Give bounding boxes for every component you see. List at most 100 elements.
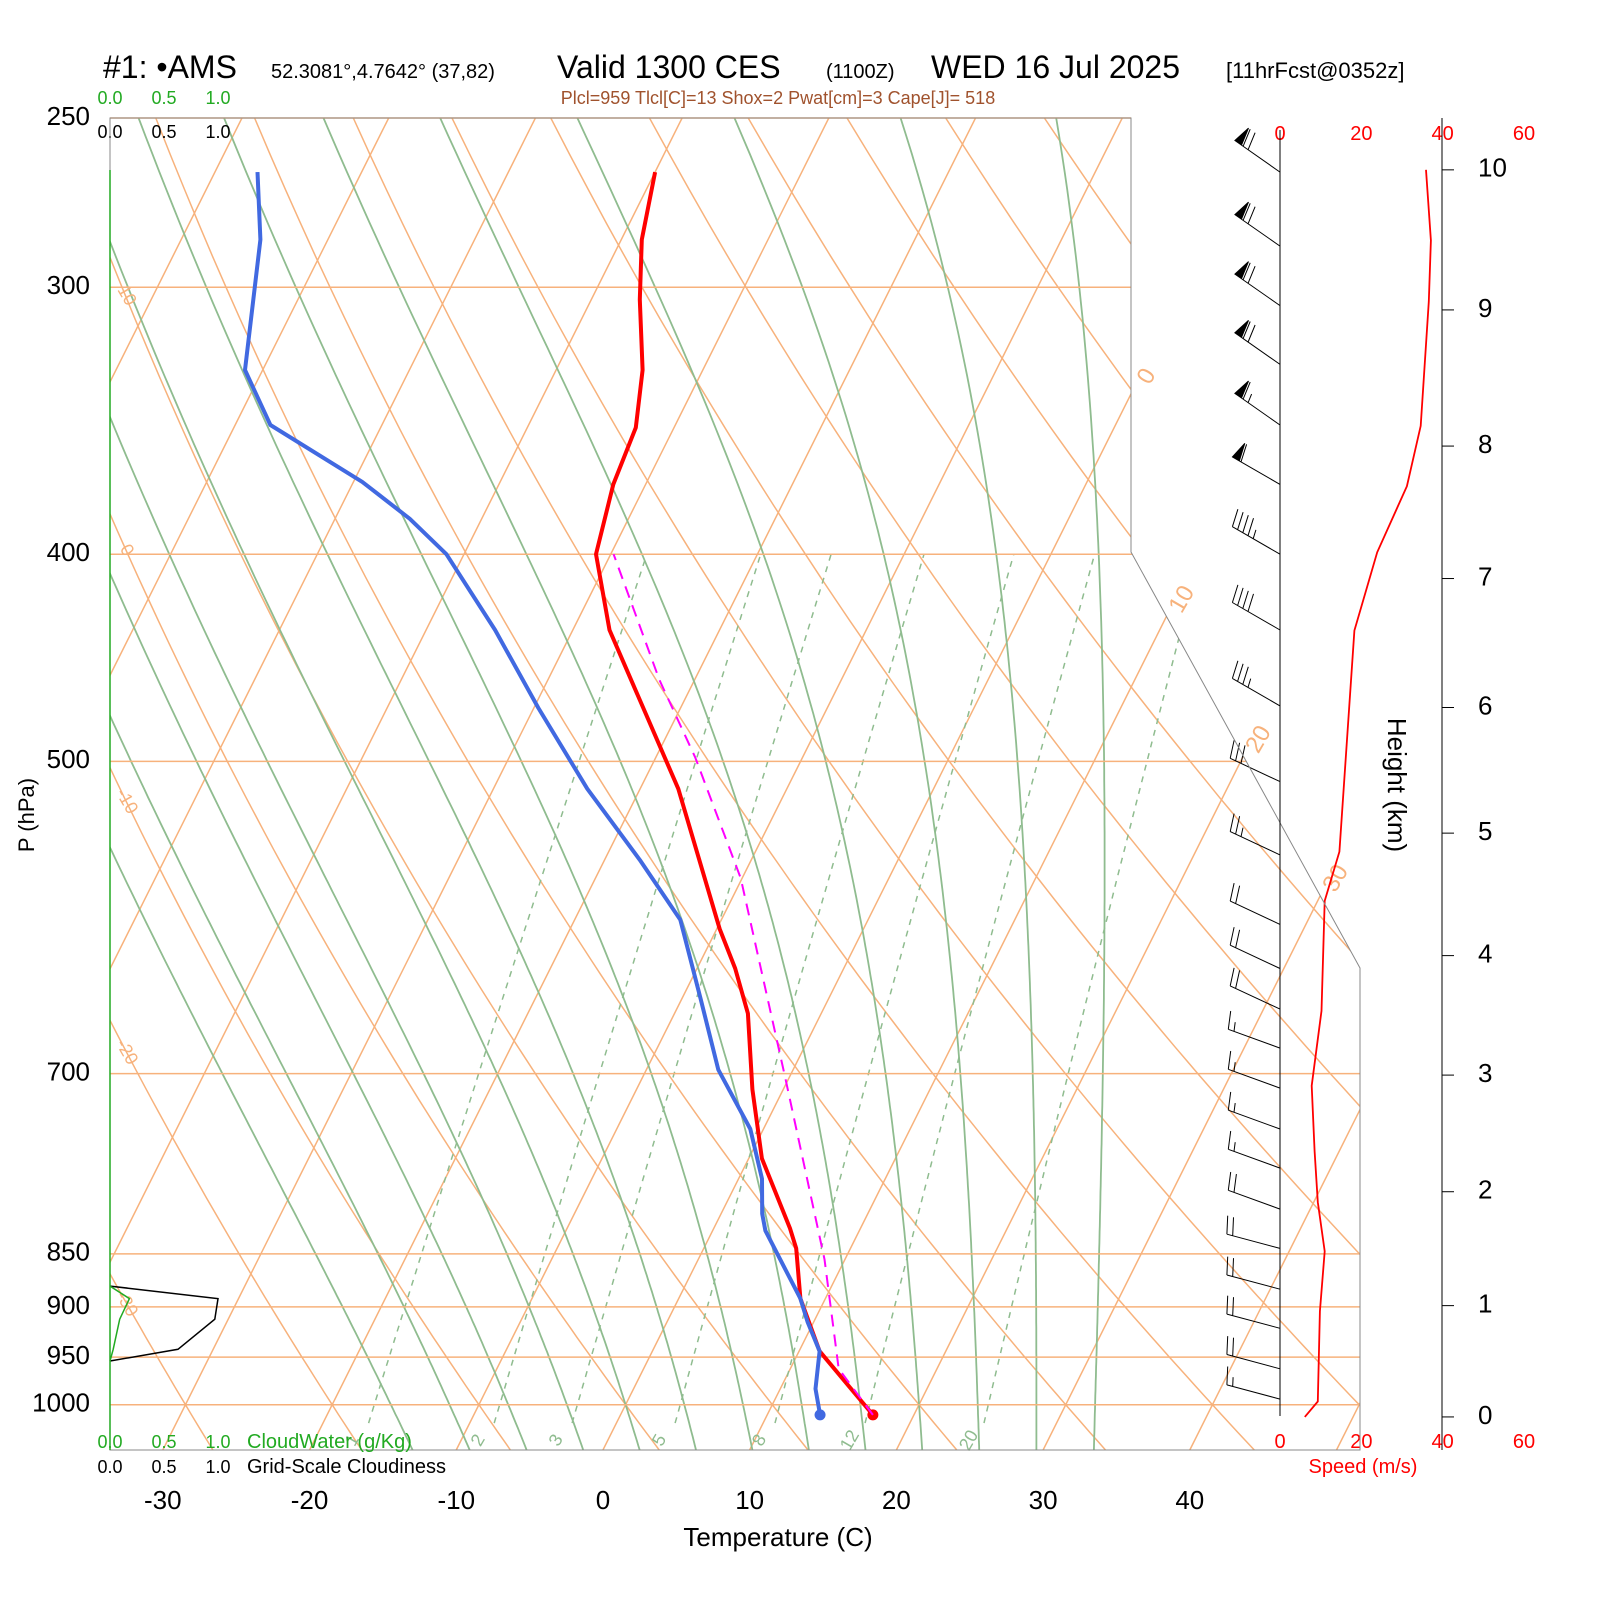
cloud-water-tick: 0.5 [151,88,176,108]
x-axis-label: Temperature (C) [683,1522,872,1552]
cloud-water-tick: 1.0 [205,88,230,108]
y-tick-label: 700 [47,1057,90,1087]
dry-adiabat [110,118,363,1450]
moist-adiabat [322,118,810,1450]
y-tick-label: 850 [47,1237,90,1267]
y-tick-label: 400 [47,537,90,567]
wind-barb [1234,201,1281,247]
title-forecast: [11hrFcst@0352z] [1226,58,1404,83]
height-tick-label: 2 [1478,1175,1492,1205]
height-tick-label: 4 [1478,938,1492,968]
wind-barb [1231,509,1281,555]
isotherm [162,118,830,1450]
wind-barb [1226,1295,1281,1329]
isotherm [110,118,243,1450]
height-axis-label: Height (km) [1382,718,1412,852]
dry-adiabat [110,118,512,1450]
wind-barb [1227,1050,1281,1089]
height-tick-label: 9 [1478,293,1492,323]
x-tick-label: 10 [735,1485,764,1515]
x-tick-label: 30 [1029,1485,1058,1515]
speed-profile [1304,169,1432,1418]
wind-barb [1226,1215,1281,1249]
mixing-ratio-line [674,553,925,1424]
cloud-cover-tick: 1.0 [205,122,230,142]
isotherm [1042,118,1360,1450]
wind-barb [1227,1130,1281,1169]
wind-barb [1234,127,1281,173]
dry-adiabat [550,118,1360,1450]
mixing-ratio-line [864,554,1096,1424]
x-tick-label: -20 [291,1485,329,1515]
title-utc: (1100Z) [826,61,895,83]
speed-tick-label: 0 [1274,1431,1285,1453]
moist-adiabat [137,118,697,1450]
dry-adiabat [648,118,1360,1450]
dry-adiabat [352,118,1255,1450]
isotherm [895,118,1360,1450]
height-tick-label: 5 [1478,816,1492,846]
y-tick-label: 950 [47,1340,90,1370]
moist-adiabat [899,118,1038,1450]
mixing-ratio-line [493,553,762,1424]
y-tick-label: 1000 [32,1388,90,1418]
y-tick-label: 500 [47,744,90,774]
wind-barb [1227,1171,1281,1210]
moist-adiabat [110,118,471,1450]
moist-adiabat [110,118,641,1450]
wind-barb [1226,1256,1281,1290]
moist-adiabat [1055,118,1106,1450]
y-tick-label: 300 [47,270,90,300]
cloud-cover-label: Grid-Scale Cloudiness [247,1456,446,1478]
x-tick-label: 40 [1175,1485,1204,1515]
isotherm [455,118,1123,1450]
wind-barb [1234,261,1281,307]
cloud-cover-tick: 1.0 [205,1457,230,1477]
wind-barb [1234,380,1281,426]
wind-barb [1226,1366,1281,1400]
y-tick-label: 250 [47,101,90,131]
height-tick-label: 10 [1478,153,1507,183]
y-axis-label: P (hPa) [14,778,39,852]
cloud-cover-tick: 0.0 [97,1457,122,1477]
dry-adiabat [451,118,1360,1450]
subtitle: Plcl=959 Tlcl[C]=13 Shox=2 Pwat[cm]=3 Ca… [561,88,995,108]
dry-adiabat [110,118,809,1450]
isotherm [110,118,683,1450]
x-tick-label: -10 [437,1485,475,1515]
title-station: #1: •AMS [103,49,237,85]
cloud-cover-tick: 0.5 [151,1457,176,1477]
sounding-line [243,172,823,1416]
wind-barb [1227,1010,1281,1049]
height-tick-label: 8 [1478,429,1492,459]
cloud-cover-tick: 0.5 [151,122,176,142]
speed-tick-label: 20 [1350,1431,1372,1453]
mixing-ratio-line [774,553,1015,1424]
surface-marker [814,1409,826,1421]
wind-barb [1229,882,1281,925]
dry-adiabat [747,118,1360,1450]
wind-barb [1226,1336,1281,1370]
title-date: WED 16 Jul 2025 [931,49,1180,85]
wind-barb [1229,740,1281,783]
isotherm [308,118,977,1450]
wind-barb [1227,1091,1281,1130]
y-tick-label: 900 [47,1290,90,1320]
speed-axis-label: Speed (m/s) [1309,1456,1418,1478]
wind-barb [1234,320,1281,365]
moist-adiabat [110,118,585,1450]
cloud-water-profile [109,1285,131,1362]
wind-barb [1231,660,1281,707]
speed-tick-label: 60 [1513,1431,1535,1453]
wind-barb [1229,927,1281,969]
height-tick-label: 1 [1478,1289,1492,1319]
dry-adiabat [253,118,1107,1450]
isotherm [110,118,390,1450]
cloud-cover-profile [109,1285,219,1362]
mixing-ratio-line [367,553,648,1424]
x-tick-label: -30 [144,1485,182,1515]
title-location: 52.3081°,4.7642° (37,82) [271,61,495,83]
height-tick-label: 3 [1478,1058,1492,1088]
title-valid: Valid 1300 CES [557,49,781,85]
